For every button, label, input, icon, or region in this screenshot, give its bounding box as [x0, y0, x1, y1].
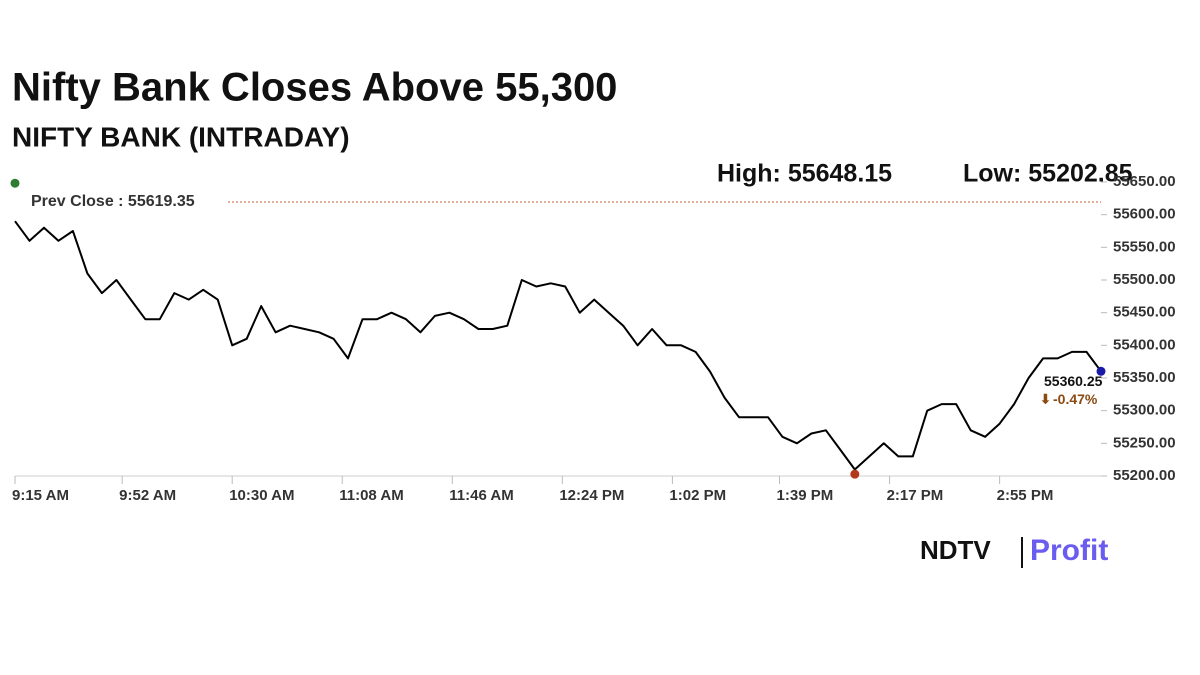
change-arrow: ⬇ — [1040, 392, 1051, 407]
high-label: High: 55648.15 — [717, 160, 892, 188]
low-label: Low: 55202.85 — [963, 160, 1133, 188]
brand-ndtv: NDTV — [920, 535, 991, 565]
x-tick-label: 10:30 AM — [229, 487, 294, 504]
x-tick-label: 1:02 PM — [669, 487, 726, 504]
high-marker — [10, 178, 20, 188]
y-tick-label: 55350.00 — [1113, 369, 1176, 386]
brand-logo: NDTV Profit — [920, 534, 1108, 568]
x-tick-label: 12:24 PM — [559, 487, 624, 504]
y-tick-label: 55650.00 — [1113, 173, 1176, 190]
brand-profit: Profit — [1030, 534, 1108, 567]
x-tick-label: 2:17 PM — [887, 487, 944, 504]
price-line — [14, 220, 1102, 471]
low-marker — [850, 469, 860, 479]
y-tick-label: 55450.00 — [1113, 304, 1176, 321]
y-tick-label: 55400.00 — [1113, 336, 1176, 353]
last-value-label: 55360.25 — [1044, 373, 1103, 389]
y-tick-label: 55250.00 — [1113, 434, 1176, 451]
chart-subtitle: NIFTY BANK (INTRADAY) — [12, 121, 350, 152]
x-tick-label: 11:08 AM — [339, 487, 403, 504]
x-tick-label: 2:55 PM — [997, 487, 1054, 504]
y-tick-label: 55550.00 — [1113, 238, 1176, 255]
change-label: -0.47% — [1053, 391, 1098, 407]
last-marker — [1096, 366, 1106, 376]
prev-close-label: Prev Close : 55619.35 — [31, 193, 195, 210]
x-tick-label: 1:39 PM — [777, 487, 834, 504]
x-tick-label: 11:46 AM — [449, 487, 513, 504]
y-tick-label: 55300.00 — [1113, 402, 1176, 419]
x-tick-label: 9:52 AM — [119, 487, 176, 504]
x-tick-label: 9:15 AM — [12, 487, 69, 504]
y-tick-label: 55600.00 — [1113, 206, 1176, 223]
y-tick-label: 55500.00 — [1113, 271, 1176, 288]
chart-title: Nifty Bank Closes Above 55,300 — [12, 66, 617, 110]
y-tick-label: 55200.00 — [1113, 467, 1176, 484]
